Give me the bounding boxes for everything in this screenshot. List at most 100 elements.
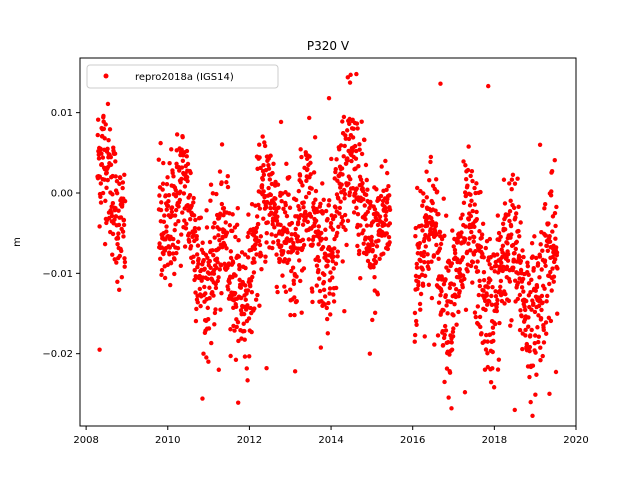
data-point: [462, 390, 468, 395]
data-point: [281, 206, 286, 212]
data-point: [447, 370, 453, 375]
data-point: [482, 298, 488, 304]
data-point: [542, 201, 548, 207]
data-point: [167, 245, 173, 250]
data-point: [427, 177, 432, 183]
data-point: [469, 229, 474, 235]
data-point: [182, 184, 188, 189]
data-point: [293, 226, 298, 232]
data-point: [463, 224, 468, 229]
data-point: [487, 236, 493, 242]
data-point: [300, 237, 306, 242]
data-point: [458, 216, 464, 221]
data-point: [553, 236, 558, 241]
data-point: [165, 262, 170, 267]
data-point: [206, 326, 212, 331]
data-point: [243, 265, 248, 271]
data-point: [246, 316, 252, 321]
data-point: [378, 193, 384, 199]
data-point: [460, 255, 466, 260]
data-point: [175, 245, 181, 251]
data-point: [116, 222, 122, 228]
data-point: [442, 379, 447, 385]
data-point: [500, 221, 506, 226]
data-point: [504, 264, 510, 270]
data-point: [490, 284, 495, 290]
data-point: [294, 299, 299, 304]
data-point: [252, 260, 257, 265]
data-point: [477, 278, 482, 283]
data-point: [96, 156, 102, 161]
data-point: [446, 340, 451, 345]
data-point: [483, 347, 489, 352]
data-point: [205, 305, 210, 311]
data-point: [470, 178, 475, 184]
data-point: [474, 216, 479, 222]
data-point: [548, 193, 554, 198]
data-point: [233, 304, 239, 309]
data-point: [306, 237, 312, 242]
data-point: [468, 263, 474, 269]
data-point: [299, 310, 304, 315]
data-point: [184, 174, 190, 180]
data-point: [518, 267, 524, 273]
data-point: [219, 290, 224, 296]
data-point: [193, 318, 199, 324]
data-point: [112, 257, 117, 262]
data-point: [204, 355, 209, 360]
data-point: [439, 236, 445, 242]
data-point: [375, 222, 381, 228]
data-point: [541, 340, 547, 345]
data-point: [296, 216, 302, 221]
data-point: [253, 229, 259, 235]
data-point: [105, 177, 110, 183]
data-point: [518, 308, 523, 313]
data-point: [386, 183, 391, 189]
data-point: [457, 288, 462, 294]
data-point: [412, 310, 418, 316]
data-point: [99, 151, 104, 156]
data-point: [201, 351, 206, 356]
data-point: [235, 320, 241, 325]
data-point: [527, 348, 532, 354]
data-point: [523, 327, 528, 333]
data-point: [245, 255, 251, 260]
data-point: [428, 159, 433, 165]
data-point: [322, 294, 328, 299]
data-point: [454, 267, 459, 273]
data-point: [215, 278, 220, 284]
data-point: [365, 258, 371, 264]
data-point: [478, 244, 484, 250]
data-point: [290, 248, 296, 253]
data-point: [333, 166, 338, 172]
data-point: [274, 218, 280, 224]
data-point: [491, 338, 496, 344]
data-point: [286, 257, 292, 263]
plot-frame: [79, 57, 577, 427]
data-point: [520, 276, 526, 282]
data-point: [437, 246, 443, 251]
data-point: [340, 119, 345, 124]
data-point: [337, 147, 342, 152]
data-point: [443, 293, 448, 298]
data-point: [443, 277, 448, 282]
data-point: [198, 303, 203, 309]
data-point: [548, 269, 553, 275]
data-point: [252, 246, 258, 252]
data-point: [184, 221, 189, 226]
data-point: [211, 293, 216, 298]
data-point: [384, 209, 389, 214]
data-point: [497, 288, 503, 294]
data-point: [242, 328, 247, 334]
data-point: [469, 168, 475, 174]
data-point: [164, 181, 170, 187]
data-point: [297, 173, 303, 178]
data-point: [470, 208, 475, 214]
data-point: [282, 284, 287, 289]
data-point: [555, 311, 560, 316]
data-point: [538, 357, 543, 363]
data-point: [344, 242, 349, 248]
data-point: [447, 285, 453, 291]
data-point: [203, 291, 208, 296]
data-point: [210, 191, 216, 196]
